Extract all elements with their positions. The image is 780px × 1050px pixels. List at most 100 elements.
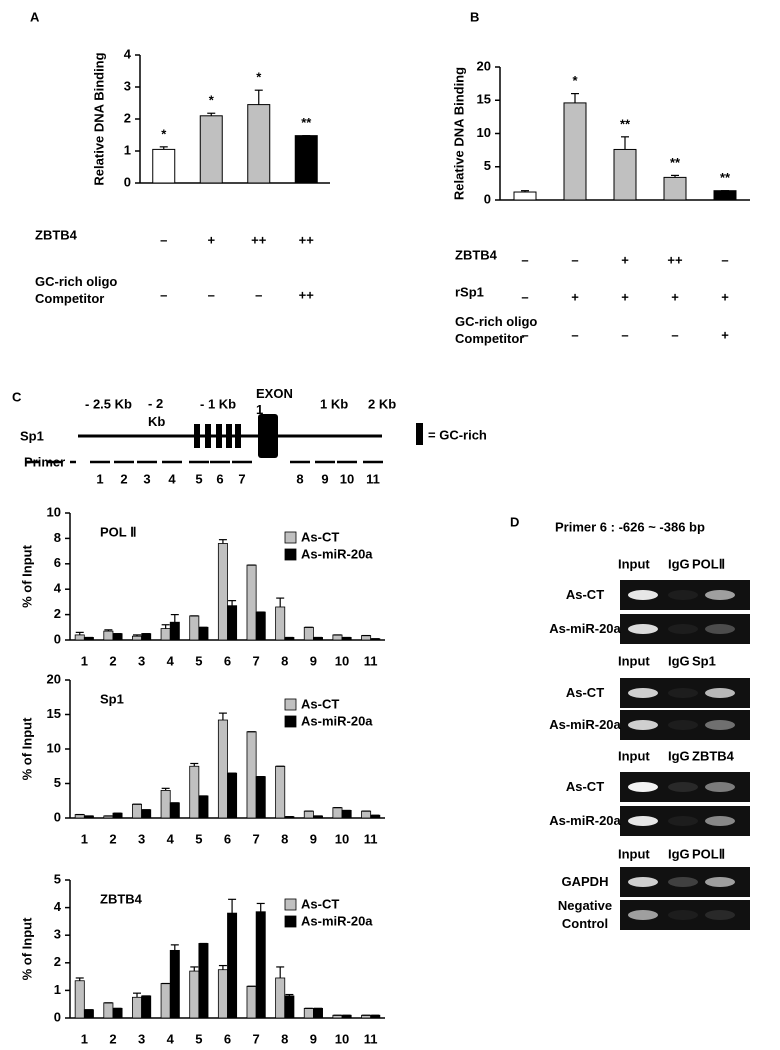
gel-band — [668, 782, 698, 792]
x-tick-label: 8 — [281, 653, 288, 668]
gel-band — [628, 782, 658, 792]
gel-row-label: Negative Control — [557, 898, 613, 931]
gel-band — [668, 688, 698, 698]
panel-letter: D — [510, 514, 519, 529]
y-tick-label: 0 — [54, 809, 61, 824]
x-tick-label: 1 — [81, 831, 88, 846]
bar — [189, 970, 200, 1019]
gel-band — [705, 782, 735, 792]
condition-level: – — [671, 327, 678, 342]
y-tick-label: 3 — [124, 78, 131, 93]
gel-row-label: As-miR-20a — [549, 813, 621, 828]
y-tick-label: 0 — [54, 1009, 61, 1024]
primer-number: 8 — [296, 471, 303, 486]
gel-band — [628, 816, 658, 826]
bar — [255, 611, 266, 641]
bar — [103, 1002, 114, 1019]
y-tick-label: 3 — [54, 927, 61, 942]
bar — [275, 606, 286, 641]
position-label: - 1 Kb — [200, 396, 237, 412]
gc-box — [226, 424, 232, 448]
significance: * — [572, 73, 578, 88]
primer-label: Primer — [24, 454, 65, 469]
significance: ** — [720, 170, 731, 185]
gel-band — [705, 720, 735, 730]
gc-box — [194, 424, 200, 448]
y-tick-label: 5 — [54, 775, 61, 790]
x-tick-label: 2 — [109, 1031, 116, 1046]
gel-band — [668, 590, 698, 600]
condition-level: – — [721, 252, 728, 267]
condition-label: GC-rich oligo Competitor — [35, 274, 118, 306]
bar — [341, 810, 352, 819]
gc-box — [205, 424, 211, 448]
x-tick-label: 11 — [364, 653, 378, 668]
y-tick-label: 4 — [124, 46, 132, 61]
bar — [198, 943, 209, 1019]
gel-band — [668, 910, 698, 920]
bar — [227, 772, 238, 819]
legend-swatch — [284, 898, 297, 911]
condition-level: – — [571, 252, 578, 267]
y-tick-label: 2 — [54, 954, 61, 969]
x-tick-label: 5 — [195, 653, 202, 668]
condition-level: + — [721, 327, 729, 342]
bar — [132, 803, 142, 819]
bar — [332, 634, 343, 641]
gel-band — [705, 877, 735, 887]
gel-band — [705, 910, 735, 920]
x-tick-label: 3 — [138, 1031, 145, 1046]
bar — [103, 630, 114, 641]
primer-number: 11 — [366, 471, 380, 486]
legend-label: As-CT — [301, 529, 339, 544]
bar — [713, 190, 737, 201]
condition-level: – — [621, 327, 628, 342]
x-tick-label: 6 — [224, 653, 231, 668]
gel-band — [668, 816, 698, 826]
y-tick-label: 10 — [47, 504, 61, 519]
primer-number: 9 — [321, 471, 328, 486]
primer-number: 1 — [96, 471, 103, 486]
x-tick-label: 10 — [335, 831, 349, 846]
bar — [613, 148, 637, 201]
significance: ** — [301, 115, 312, 130]
bar — [141, 809, 152, 819]
condition-level: – — [160, 232, 167, 247]
significance: ** — [620, 116, 631, 131]
bar — [361, 810, 372, 819]
primer-number: 10 — [340, 471, 354, 486]
gel-column-label: IgG — [668, 748, 690, 763]
bar — [217, 969, 228, 1019]
gel-column-label: Sp1 — [692, 653, 716, 668]
gel-column-label: Input — [618, 846, 650, 861]
x-tick-label: 2 — [109, 831, 116, 846]
gel-band — [668, 624, 698, 634]
bar — [246, 731, 257, 819]
y-axis-label: % of Input — [19, 544, 34, 607]
x-tick-label: 3 — [138, 831, 145, 846]
bar — [275, 765, 286, 819]
bar — [217, 543, 228, 641]
gene-label: Sp1 — [20, 428, 44, 443]
x-tick-label: 9 — [310, 1031, 317, 1046]
gel-band — [628, 877, 658, 887]
panel-letter: A — [30, 9, 40, 24]
condition-level: – — [521, 252, 528, 267]
chart-title: POL Ⅱ — [100, 524, 137, 539]
gel-column-label: POLⅡ — [692, 846, 725, 861]
bar — [152, 148, 176, 184]
y-tick-label: 2 — [124, 110, 131, 125]
bar — [303, 810, 314, 819]
y-axis-label: Relative DNA Binding — [451, 67, 466, 200]
gel-band — [705, 590, 735, 600]
bar — [74, 634, 85, 641]
gel-column-label: IgG — [668, 846, 690, 861]
gc-legend: = GC-rich — [428, 427, 487, 442]
legend-swatch — [284, 548, 297, 561]
condition-level: ++ — [299, 232, 315, 247]
x-tick-label: 5 — [195, 831, 202, 846]
x-tick-label: 8 — [281, 831, 288, 846]
legend-label: As-miR-20a — [301, 713, 373, 728]
gel-column-label: IgG — [668, 653, 690, 668]
bar — [663, 176, 687, 201]
